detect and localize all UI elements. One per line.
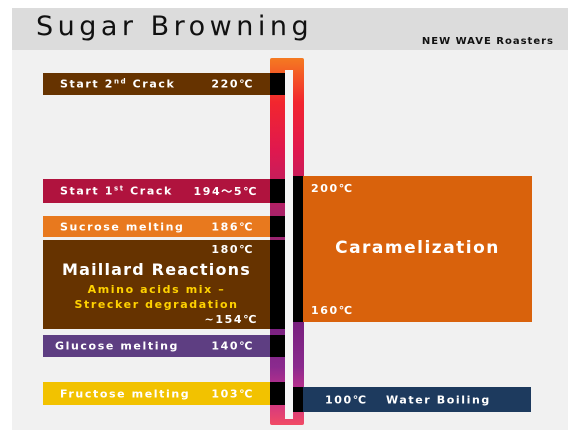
maillard-title: Maillard Reactions xyxy=(62,260,251,279)
caramelization-label: Caramelization xyxy=(335,238,500,258)
maillard-temp-top: 180℃ xyxy=(211,243,254,256)
maillard-temp-bottom: ~154℃ xyxy=(204,313,258,326)
temperature-tube-core xyxy=(285,70,293,419)
caramelization-temp-top: 200℃ xyxy=(311,182,354,195)
connector-sucrose xyxy=(270,216,285,237)
connector-glucose xyxy=(270,335,285,357)
maillard-subtitle-1: Amino acids mix – xyxy=(87,283,226,296)
stage-sucrose-melting: Sucrose melting 186℃ xyxy=(43,216,270,237)
caramelization-temp-bottom: 160℃ xyxy=(311,304,354,317)
stage-water-boiling: 100℃ Water Boiling xyxy=(303,387,531,412)
second-crack-label: Start 2nd Crack xyxy=(60,77,176,91)
connector-second-crack xyxy=(270,73,285,95)
sucrose-label: Sucrose melting xyxy=(60,220,185,233)
first-crack-temp: 194～5℃ xyxy=(193,185,258,198)
connector-maillard xyxy=(270,240,285,329)
stage-glucose-melting: Glucose melting 140℃ xyxy=(43,335,270,357)
connector-caramelization xyxy=(293,176,303,322)
glucose-temp: 140℃ xyxy=(211,339,254,353)
connector-fructose xyxy=(270,382,285,405)
sucrose-temp: 186℃ xyxy=(211,220,254,233)
stage-maillard: 180℃ Maillard Reactions Amino acids mix … xyxy=(43,240,270,329)
stage-second-crack: Start 2nd Crack 220℃ xyxy=(43,73,270,95)
page-title: Sugar Browning xyxy=(36,11,314,42)
maillard-subtitle-2: Strecker degradation xyxy=(74,298,239,311)
first-crack-label: Start 1st Crack xyxy=(60,184,173,198)
second-crack-temp: 220℃ xyxy=(211,77,254,91)
stage-caramelization: 200℃ Caramelization 160℃ xyxy=(303,176,532,322)
fructose-label: Fructose melting xyxy=(60,387,191,400)
water-boiling-label: Water Boiling xyxy=(386,393,491,406)
stage-first-crack: Start 1st Crack 194～5℃ xyxy=(43,179,270,203)
connector-water-boiling xyxy=(293,387,303,412)
stage-fructose-melting: Fructose melting 103℃ xyxy=(43,382,270,405)
fructose-temp: 103℃ xyxy=(211,387,254,400)
glucose-label: Glucose melting xyxy=(55,339,179,353)
water-boiling-temp: 100℃ xyxy=(325,393,368,406)
title-banner: Sugar Browning NEW WAVE Roasters xyxy=(12,8,568,50)
connector-first-crack xyxy=(270,179,285,203)
brand-name: NEW WAVE Roasters xyxy=(421,36,554,47)
